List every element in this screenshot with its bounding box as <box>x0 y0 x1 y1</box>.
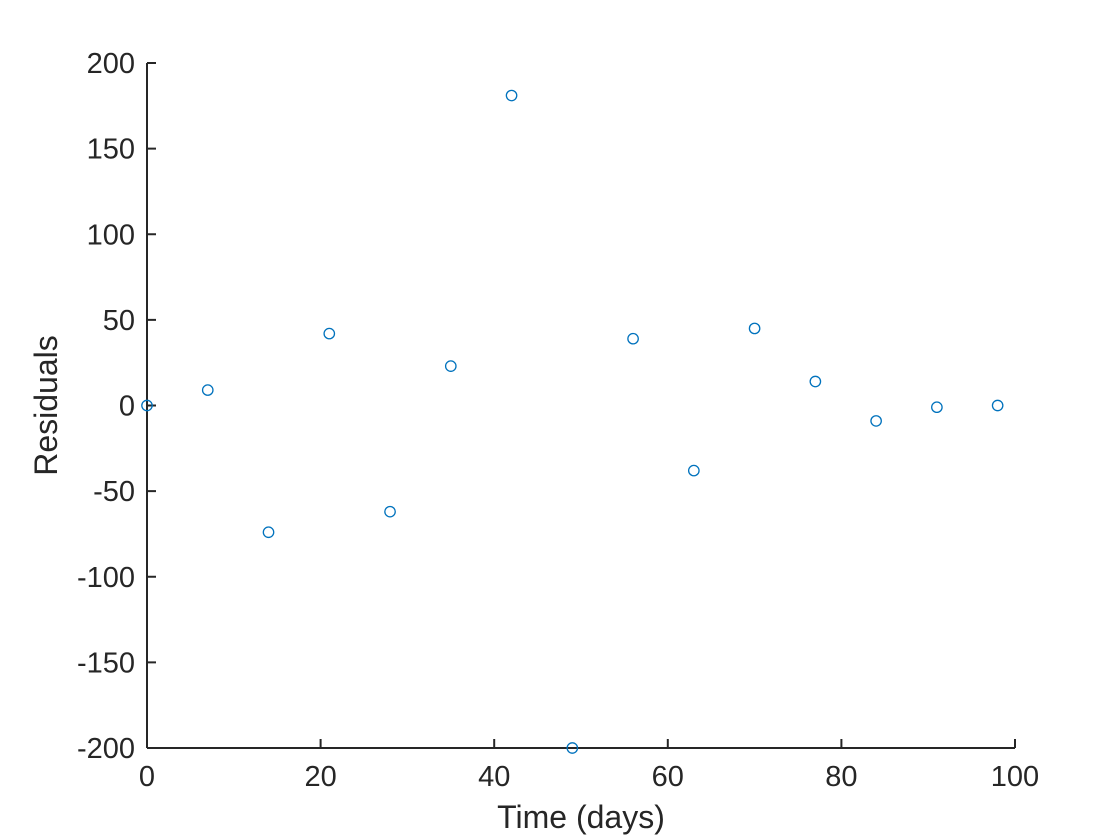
y-tick-label: 0 <box>119 391 135 423</box>
data-point <box>201 384 214 396</box>
y-tick-label: -200 <box>77 733 135 765</box>
data-point <box>809 375 822 388</box>
y-axis-title: Residuals <box>28 335 64 476</box>
data-point <box>323 327 336 340</box>
y-ticks: -200 -150 -100 -50 0 50 100 150 200 <box>77 48 156 765</box>
data-point <box>566 742 579 754</box>
x-ticks: 0 20 40 60 80 100 <box>139 739 1039 793</box>
x-tick-label: 0 <box>139 761 155 793</box>
x-tick-label: 20 <box>304 761 336 793</box>
y-tick-label: 100 <box>87 219 135 251</box>
x-tick-label: 100 <box>991 761 1039 793</box>
data-point <box>384 505 396 518</box>
y-tick-label: -50 <box>93 476 135 508</box>
y-tick-label: 50 <box>103 305 135 337</box>
data-point <box>444 360 457 372</box>
data-points <box>141 89 1004 754</box>
data-point <box>141 399 153 412</box>
data-point <box>991 399 1004 412</box>
y-tick-label: -100 <box>77 562 135 594</box>
y-tick-label: 200 <box>87 48 135 80</box>
x-axis-title: Time (days) <box>497 799 665 835</box>
data-point <box>262 526 275 539</box>
y-tick-label: -150 <box>77 647 135 679</box>
data-point <box>748 322 761 335</box>
data-point <box>687 464 700 477</box>
data-point <box>931 401 943 414</box>
x-tick-label: 80 <box>825 761 857 793</box>
data-point <box>870 415 882 427</box>
y-tick-label: 150 <box>87 134 135 166</box>
data-point <box>627 332 639 345</box>
x-tick-label: 40 <box>478 761 510 793</box>
data-point <box>505 89 518 102</box>
axes: 0 20 40 60 80 100 -200 -150 -100 -50 0 50 100 150 200 <box>77 48 1039 793</box>
x-tick-label: 60 <box>652 761 684 793</box>
